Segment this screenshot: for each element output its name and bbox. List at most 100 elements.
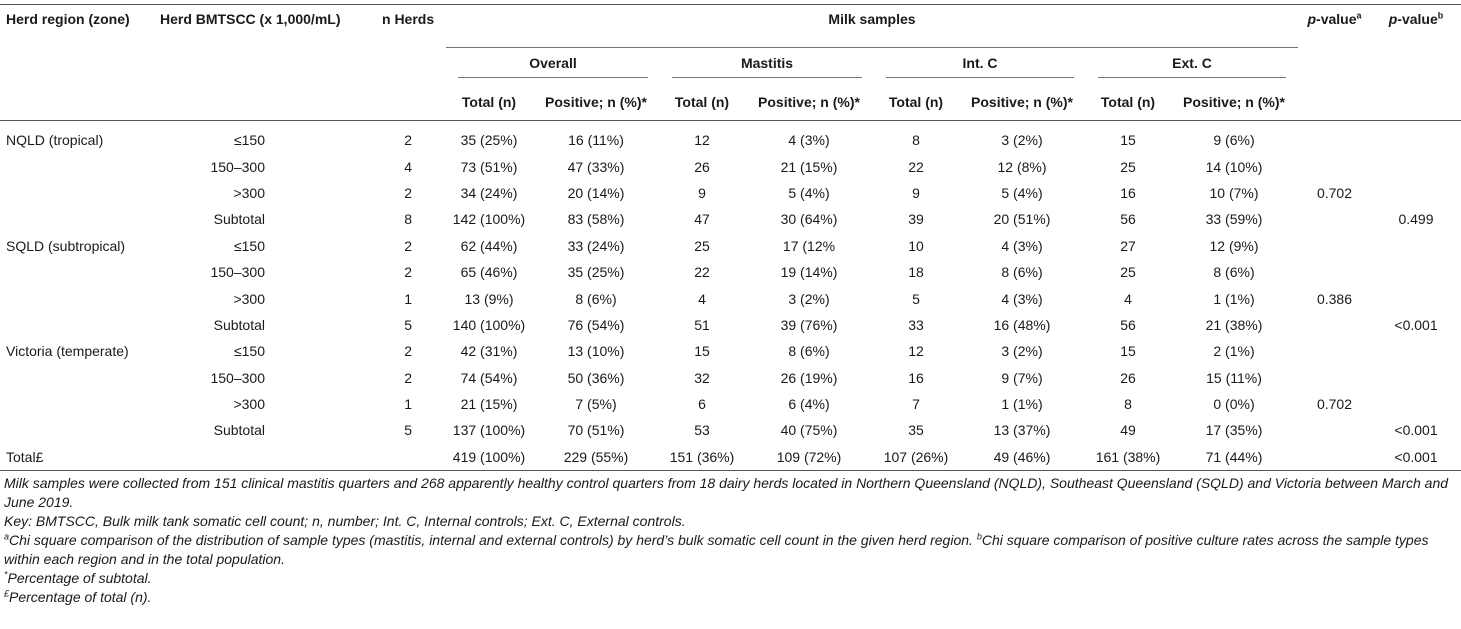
table-row: Subtotal 8 142 (100%) 83 (58%) 47 30 (64%) 39 2…	[0, 206, 1461, 232]
cell-value: 13 (10%)	[567, 343, 625, 360]
cell-value: 12	[694, 132, 710, 149]
cell-bmtscc	[154, 443, 376, 472]
header-pvalue-b: p-valueb	[1388, 10, 1444, 27]
cell-region	[0, 365, 154, 391]
cell-value: 9 (6%)	[1213, 132, 1255, 149]
table-row: Victoria (temperate) ≤150 2 42 (31%) 13 (10%…	[0, 338, 1461, 364]
cell-value: 5 (4%)	[1001, 184, 1043, 201]
cell-pvalue-b	[1371, 153, 1461, 179]
cell-n-herds: 5	[404, 316, 412, 333]
cell-value: 32	[694, 369, 710, 386]
cell-value: 0 (0%)	[1213, 396, 1255, 413]
cell-value: 13 (37%)	[993, 422, 1051, 439]
cell-value: 50 (36%)	[567, 369, 625, 386]
group-int-c: Int. C	[886, 55, 1074, 78]
cell-value: 8	[1124, 396, 1132, 413]
cell-bmtscc: ≤150	[233, 343, 265, 360]
cell-value: 2 (1%)	[1213, 343, 1255, 360]
cell-region: Total£	[0, 443, 154, 472]
cell-pvalue-b	[1371, 180, 1461, 206]
footnote-key: Key: BMTSCC, Bulk milk tank somatic cell…	[4, 513, 686, 529]
cell-value: 22	[908, 158, 924, 175]
footnote-subtotal: *Percentage of subtotal.	[4, 569, 152, 586]
cell-value: 26	[1120, 369, 1136, 386]
cell-pvalue-b	[1371, 121, 1461, 154]
cell-value: 140 (100%)	[452, 316, 526, 333]
cell-value: 1 (1%)	[1001, 396, 1043, 413]
cell-value: 4 (3%)	[1001, 290, 1043, 307]
cell-region	[0, 417, 154, 443]
cell-n-herds: 2	[404, 264, 412, 281]
cell-value: 30 (64%)	[780, 211, 838, 228]
table-row: 150–300 2 65 (46%) 35 (25%) 22 19 (14%) 18 8 (6…	[0, 259, 1461, 285]
cell-value: 51	[694, 316, 710, 333]
cell-value: 9	[912, 184, 920, 201]
cell-value: 65 (46%)	[460, 264, 518, 281]
cell-value: 7 (5%)	[575, 396, 617, 413]
cell-value: 9 (7%)	[1001, 369, 1043, 386]
cell-value: 19 (14%)	[780, 264, 838, 281]
table-row: >300 2 34 (24%) 20 (14%) 9 5 (4%) 9 5 (4%) 16 10 …	[0, 180, 1461, 206]
cell-region	[0, 153, 154, 179]
cell-n-herds	[376, 443, 446, 472]
cell-value: 39	[908, 211, 924, 228]
cell-value: 5 (4%)	[788, 184, 830, 201]
subheader-positive: Positive; n (%)*	[1170, 84, 1298, 121]
cell-value: 109 (72%)	[744, 443, 874, 472]
cell-value: 5	[912, 290, 920, 307]
cell-value: 3 (2%)	[1001, 132, 1043, 149]
cell-value: 33	[908, 316, 924, 333]
cell-value: 40 (75%)	[780, 422, 838, 439]
group-mastitis: Mastitis	[672, 55, 862, 78]
cell-value: 16	[1120, 184, 1136, 201]
cell-region	[0, 206, 154, 232]
cell-pvalue-b: 0.499	[1398, 211, 1434, 228]
cell-value: 13 (9%)	[464, 290, 514, 307]
table-footnotes: Milk samples were collected from 151 cli…	[4, 474, 1454, 607]
cell-pvalue-a	[1298, 121, 1371, 154]
subheader-total: Total (n)	[874, 84, 958, 121]
cell-n-herds: 2	[404, 369, 412, 386]
cell-value: 33 (24%)	[567, 237, 625, 254]
cell-region: NQLD (tropical)	[6, 132, 104, 149]
cell-pvalue-a	[1298, 312, 1371, 338]
cell-value: 39 (76%)	[780, 316, 838, 333]
cell-pvalue-a	[1298, 233, 1371, 259]
cell-pvalue-b: <0.001	[1394, 422, 1438, 439]
cell-n-herds: 2	[404, 343, 412, 360]
cell-value: 70 (51%)	[567, 422, 625, 439]
cell-n-herds: 1	[404, 290, 412, 307]
cell-value: 12 (9%)	[1209, 237, 1259, 254]
cell-region	[0, 180, 154, 206]
cell-value: 8 (6%)	[1001, 264, 1043, 281]
cell-value: 56	[1120, 316, 1136, 333]
cell-pvalue-a: 0.386	[1316, 290, 1353, 307]
cell-value: 8 (6%)	[1213, 264, 1255, 281]
cell-pvalue-a: 0.702	[1316, 396, 1353, 413]
cell-value: 25	[1120, 264, 1136, 281]
cell-value: 151 (36%)	[660, 443, 744, 472]
cell-region: Victoria (temperate)	[6, 343, 129, 360]
cell-value: 25	[1120, 158, 1136, 175]
cell-pvalue-a	[1298, 365, 1371, 391]
group-overall: Overall	[458, 55, 648, 78]
cell-value: 15	[1120, 343, 1136, 360]
cell-value: 73 (51%)	[460, 158, 518, 175]
cell-bmtscc: 150–300	[210, 264, 265, 281]
cell-pvalue-a	[1298, 206, 1371, 232]
cell-value: 8 (6%)	[788, 343, 830, 360]
cell-n-herds: 8	[404, 211, 412, 228]
cell-n-herds: 1	[404, 396, 412, 413]
cell-value: 1 (1%)	[1213, 290, 1255, 307]
cell-value: 6 (4%)	[788, 396, 830, 413]
cell-value: 18	[908, 264, 924, 281]
cell-value: 21 (15%)	[780, 158, 838, 175]
cell-region: SQLD (subtropical)	[6, 237, 126, 254]
cell-value: 56	[1120, 211, 1136, 228]
cell-pvalue-b	[1371, 285, 1461, 311]
cell-value: 33 (59%)	[1205, 211, 1263, 228]
footnote-chi-square: aChi square comparison of the distributi…	[4, 531, 1429, 567]
header-pvalue-a: p-valuea	[1307, 10, 1362, 27]
cell-n-herds: 2	[404, 132, 412, 149]
